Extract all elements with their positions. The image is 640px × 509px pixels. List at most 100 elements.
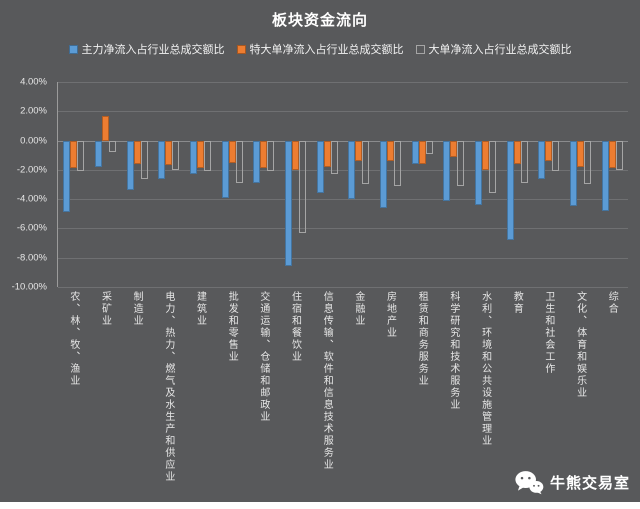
- legend: 主力净流入占行业总成交额比 特大单净流入占行业总成交额比 大单净流入占行业总成交…: [0, 41, 640, 57]
- bar-series2-cat12: [418, 140, 426, 164]
- category-label: 农、林、牧、渔业: [67, 291, 79, 387]
- bar-series3-cat3: [140, 140, 148, 179]
- legend-label: 主力净流入占行业总成交额比: [81, 44, 225, 56]
- bar-series3-cat6: [235, 140, 243, 184]
- y-tick-label: -10.00%: [11, 281, 47, 293]
- bar-series3-cat18: [615, 140, 623, 170]
- bar-series1-cat15: [506, 140, 514, 241]
- gridline: [58, 257, 628, 259]
- bar-series1-cat6: [221, 140, 229, 198]
- category-label: 交通运输、仓储和邮政业: [257, 291, 269, 423]
- bar-series2-cat14: [482, 140, 489, 170]
- category-label: 电力、热力、燃气及水生产和供应业: [162, 291, 174, 483]
- category-label: 房地产业: [384, 291, 396, 339]
- bar-series2-cat10: [355, 140, 363, 162]
- category-label: 租赁和商务服务业: [416, 291, 428, 387]
- bar-series1-cat5: [190, 140, 197, 175]
- gridline: [58, 199, 628, 201]
- watermark-text: 牛熊交易室: [549, 475, 630, 492]
- bar-series2-cat16: [545, 140, 553, 162]
- bar-series1-cat12: [411, 140, 419, 164]
- bar-series3-cat7: [267, 140, 275, 172]
- bar-series2-cat6: [228, 140, 236, 163]
- bar-series3-cat17: [584, 140, 591, 185]
- bar-series1-cat7: [253, 140, 261, 184]
- y-tick-label: -6.00%: [16, 222, 47, 234]
- bar-series3-cat1: [77, 140, 85, 172]
- legend-item-main-net-inflow: 主力净流入占行业总成交额比: [68, 41, 225, 57]
- y-tick-label: 4.00%: [20, 76, 47, 88]
- category-label: 建筑业: [194, 291, 206, 327]
- category-label: 教育: [511, 291, 523, 315]
- legend-label: 大单净流入占行业总成交额比: [428, 44, 572, 56]
- gridline: [58, 82, 628, 83]
- bar-series1-cat2: [94, 140, 102, 167]
- legend-swatch-large-icon: [415, 44, 425, 54]
- bar-series3-cat4: [172, 140, 180, 170]
- bar-series2-cat15: [513, 140, 521, 164]
- gridline: [58, 228, 628, 230]
- gridline: [58, 140, 628, 142]
- bar-series1-cat14: [475, 140, 482, 205]
- bar-series3-cat15: [520, 140, 528, 184]
- wechat-icon: [515, 471, 544, 495]
- legend-label: 特大单净流入占行业总成交额比: [249, 44, 404, 56]
- plot-area: [57, 82, 628, 288]
- bar-series2-cat1: [70, 140, 78, 169]
- bar-series2-cat2: [101, 115, 109, 141]
- bar-series3-cat10: [362, 140, 370, 185]
- y-tick-label: -4.00%: [16, 193, 47, 205]
- category-label: 采矿业: [99, 291, 111, 327]
- bar-series2-cat7: [260, 140, 268, 169]
- bar-series1-cat18: [601, 140, 609, 211]
- legend-swatch-xl-icon: [236, 44, 246, 54]
- gridline: [58, 169, 628, 171]
- y-tick-label: 0.00%: [20, 135, 47, 147]
- bar-series2-cat3: [133, 140, 141, 164]
- bar-series2-cat4: [165, 140, 173, 166]
- y-tick-label: -2.00%: [16, 164, 47, 176]
- bar-series3-cat12: [425, 140, 433, 154]
- category-label: 批发和零售业: [226, 291, 238, 363]
- bar-series1-cat3: [126, 140, 134, 191]
- category-label: 信息传输、软件和信息技术服务业: [321, 291, 333, 471]
- bar-series1-cat4: [158, 140, 166, 179]
- category-label: 制造业: [131, 291, 143, 327]
- bar-series1-cat17: [570, 140, 577, 207]
- category-label: 金融业: [352, 291, 364, 327]
- bar-series1-cat8: [285, 140, 292, 267]
- category-label: 卫生和社会工作: [542, 291, 554, 375]
- bar-series2-cat5: [197, 140, 204, 169]
- category-label: 住宿和餐饮业: [289, 291, 301, 363]
- bar-series2-cat11: [387, 140, 394, 162]
- bottom-border: [0, 502, 640, 509]
- y-tick-label: -8.00%: [16, 252, 47, 264]
- bar-series3-cat16: [552, 140, 560, 172]
- bar-series2-cat13: [450, 140, 458, 157]
- bar-series3-cat8: [299, 140, 306, 233]
- bar-series3-cat2: [108, 140, 116, 153]
- bar-series1-cat10: [348, 140, 356, 200]
- legend-item-large-order-net-inflow: 大单净流入占行业总成交额比: [415, 41, 572, 57]
- bar-series1-cat1: [63, 140, 71, 213]
- bar-series2-cat17: [577, 140, 584, 167]
- bar-series1-cat16: [538, 140, 546, 179]
- watermark: 牛熊交易室: [514, 470, 630, 495]
- legend-item-xl-order-net-inflow: 特大单净流入占行业总成交额比: [236, 41, 404, 57]
- legend-swatch-main-icon: [68, 44, 78, 54]
- category-label: 科学研究和技术服务业: [447, 291, 459, 411]
- bar-series2-cat8: [292, 140, 299, 170]
- y-tick-label: 2.00%: [20, 105, 47, 117]
- bar-series2-cat18: [608, 140, 616, 169]
- bar-series2-cat9: [323, 140, 331, 167]
- category-label: 文化、体育和娱乐业: [574, 291, 586, 399]
- bar-series1-cat9: [316, 140, 324, 194]
- category-label: 水利、环境和公共设施管理业: [479, 291, 491, 447]
- category-label: 综合: [606, 291, 618, 315]
- bar-series3-cat9: [330, 140, 338, 175]
- bar-series1-cat11: [380, 140, 387, 208]
- category-axis: 农、林、牧、渔业 采矿业 制造业 电力、热力、燃气及水生产和供应业 建筑业 批发和零售业 交…: [57, 291, 627, 483]
- bar-series3-cat13: [457, 140, 465, 186]
- bar-series3-cat14: [489, 140, 496, 194]
